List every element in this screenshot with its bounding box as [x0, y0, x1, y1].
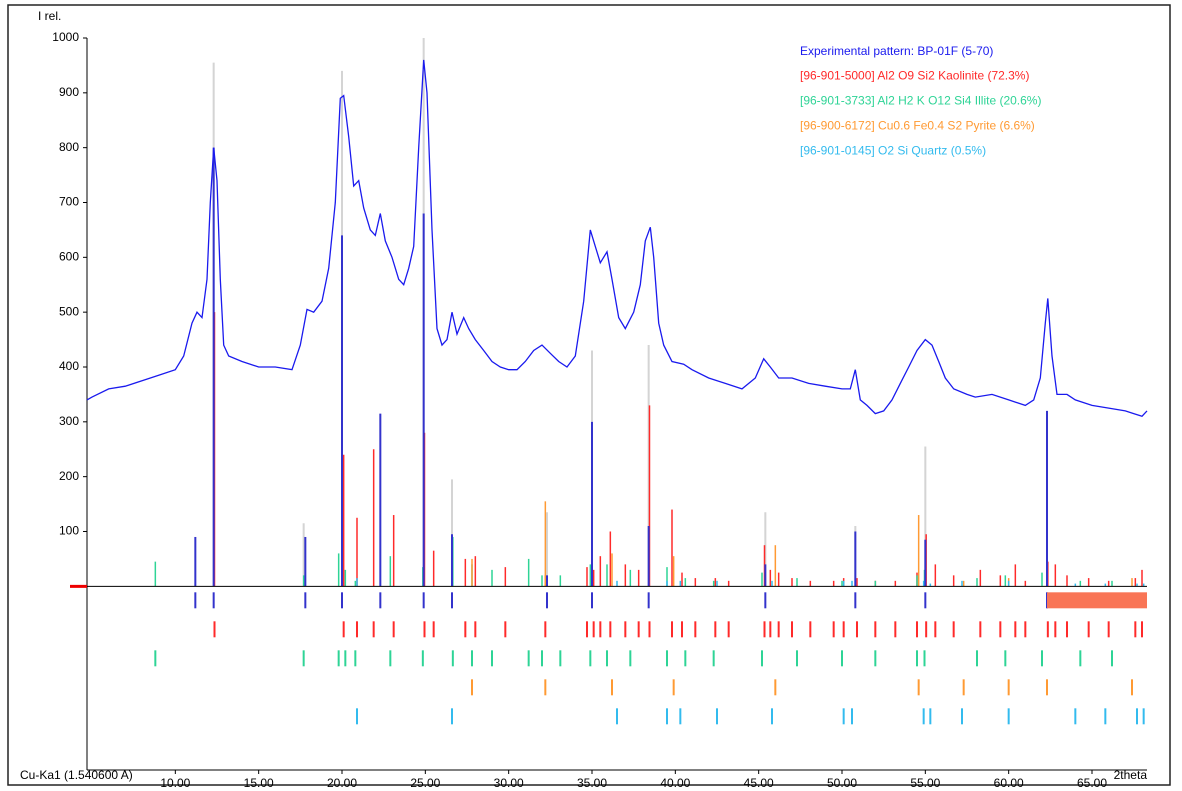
legend-entry: [96-900-6172] Cu0.6 Fe0.4 S2 Pyrite (6.6… — [800, 119, 1035, 133]
dense-marker-band — [1047, 592, 1147, 609]
y-tick-label: 200 — [59, 469, 79, 483]
legend-entry: [96-901-0145] O2 Si Quartz (0.5%) — [800, 144, 986, 158]
y-tick-label: 600 — [59, 249, 79, 263]
x-tick-label: 30.00 — [494, 776, 524, 790]
y-tick-label: 500 — [59, 304, 79, 318]
radiation-label: Cu-Ka1 (1.540600 A) — [20, 768, 133, 782]
y-tick-label: 1000 — [52, 30, 79, 44]
x-tick-label: 50.00 — [827, 776, 857, 790]
legend-entry: [96-901-3733] Al2 H2 K O12 Si4 Illite (2… — [800, 94, 1041, 108]
x-tick-label: 15.00 — [244, 776, 274, 790]
x-tick-label: 60.00 — [994, 776, 1024, 790]
x-tick-label: 35.00 — [577, 776, 607, 790]
y-tick-label: 800 — [59, 140, 79, 154]
x-tick-label: 55.00 — [910, 776, 940, 790]
legend-entry: Experimental pattern: BP-01F (5-70) — [800, 44, 993, 58]
y-tick-label: 400 — [59, 359, 79, 373]
y-tick-label: 900 — [59, 85, 79, 99]
x-tick-label: 65.00 — [1077, 776, 1107, 790]
x-tick-label: 10.00 — [160, 776, 190, 790]
x-tick-label: 40.00 — [660, 776, 690, 790]
y-tick-label: 300 — [59, 414, 79, 428]
pattern-line — [86, 59, 1148, 418]
y-tick-label: 100 — [59, 524, 79, 538]
x-tick-label: 25.00 — [410, 776, 440, 790]
y-axis-label: I rel. — [38, 9, 61, 23]
x-axis-label: 2theta — [1114, 768, 1148, 782]
y-tick-label: 700 — [59, 195, 79, 209]
legend-entry: [96-901-5000] Al2 O9 Si2 Kaolinite (72.3… — [800, 69, 1029, 83]
x-tick-label: 20.00 — [327, 776, 357, 790]
x-tick-label: 45.00 — [744, 776, 774, 790]
